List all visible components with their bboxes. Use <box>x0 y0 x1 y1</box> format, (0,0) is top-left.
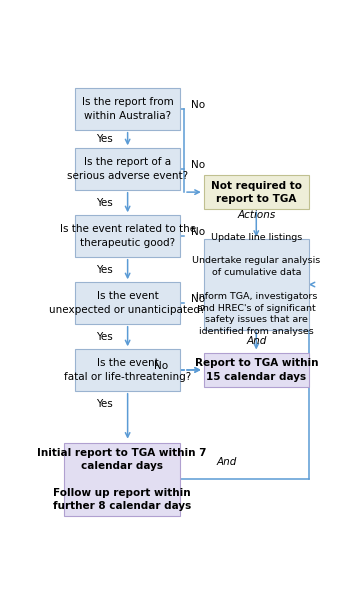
Text: Is the event
unexpected or unanticipated?: Is the event unexpected or unanticipated… <box>49 292 206 314</box>
Text: No: No <box>191 227 205 238</box>
Text: Update line listings

Undertake regular analysis
of cumulative data

Inform TGA,: Update line listings Undertake regular a… <box>192 233 320 336</box>
Text: No: No <box>191 295 205 304</box>
FancyBboxPatch shape <box>204 175 309 209</box>
FancyBboxPatch shape <box>75 88 180 130</box>
FancyBboxPatch shape <box>75 215 180 257</box>
Text: No: No <box>191 160 205 170</box>
Text: Yes: Yes <box>96 399 112 409</box>
Text: Yes: Yes <box>96 198 112 208</box>
Text: Yes: Yes <box>96 265 112 275</box>
Text: Yes: Yes <box>96 134 112 143</box>
Text: No: No <box>191 100 205 110</box>
Text: Is the report from
within Australia?: Is the report from within Australia? <box>82 97 174 121</box>
Text: Is the event related to the
therapeutic good?: Is the event related to the therapeutic … <box>60 224 196 248</box>
Text: Is the event
fatal or life-threatening?: Is the event fatal or life-threatening? <box>64 358 191 382</box>
Text: Actions: Actions <box>237 210 275 220</box>
Text: Report to TGA within
15 calendar days: Report to TGA within 15 calendar days <box>195 358 318 382</box>
Text: And: And <box>246 336 266 346</box>
FancyBboxPatch shape <box>75 282 180 324</box>
FancyBboxPatch shape <box>204 239 309 329</box>
Text: Not required to
report to TGA: Not required to report to TGA <box>211 181 302 204</box>
FancyBboxPatch shape <box>204 353 309 388</box>
Text: Initial report to TGA within 7
calendar days

Follow up report within
further 8 : Initial report to TGA within 7 calendar … <box>37 448 207 511</box>
Text: Is the report of a
serious adverse event?: Is the report of a serious adverse event… <box>67 157 188 181</box>
FancyBboxPatch shape <box>75 148 180 190</box>
FancyBboxPatch shape <box>75 349 180 391</box>
Text: And: And <box>217 457 237 467</box>
FancyBboxPatch shape <box>64 443 180 517</box>
Text: No: No <box>154 361 168 371</box>
Text: Yes: Yes <box>96 332 112 342</box>
